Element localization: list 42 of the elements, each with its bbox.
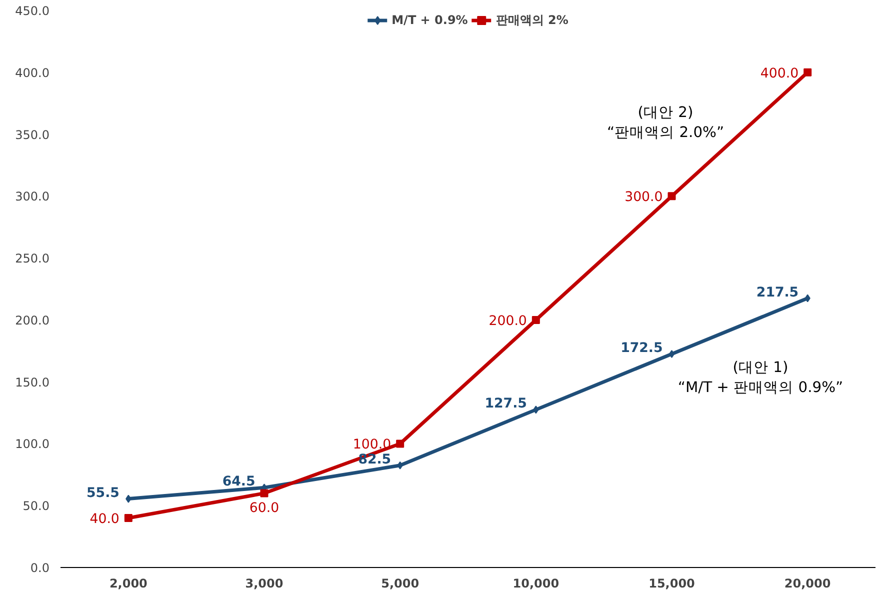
x-tick-label: 20,000 [784, 576, 831, 590]
point [804, 68, 812, 76]
legend-label: M/T + 0.9% [392, 13, 468, 27]
y-tick-label: 450.0 [15, 4, 50, 18]
data-label: 200.0 [488, 314, 527, 329]
data-label: 55.5 [86, 486, 120, 501]
y-tick-label: 200.0 [15, 313, 50, 328]
data-label: 172.5 [620, 340, 663, 356]
point [397, 461, 403, 470]
data-label: 60.0 [249, 501, 280, 516]
x-tick-label: 2,000 [109, 576, 148, 590]
y-tick-label: 350.0 [15, 128, 50, 142]
data-label: 64.5 [222, 474, 256, 490]
point [260, 489, 268, 498]
data-label: 300.0 [624, 190, 663, 206]
point [668, 192, 676, 200]
y-tick-label: 400.0 [15, 66, 50, 80]
data-label: 127.5 [484, 396, 527, 412]
x-tick-label: 5,000 [381, 576, 420, 590]
x-tick-label: 15,000 [648, 576, 695, 590]
point [396, 440, 404, 448]
data-label: 40.0 [90, 512, 120, 527]
annotation: (대안 2) “판매액의 2.0%” [606, 104, 724, 141]
y-tick-label: 250.0 [15, 252, 50, 266]
x-tick-label: 3,000 [245, 576, 284, 590]
y-tick-label: 100.0 [15, 437, 50, 452]
y-tick-label: 300.0 [15, 190, 50, 204]
data-label: 82.5 [358, 452, 392, 468]
legend-label: 판매액의 2% [496, 12, 568, 28]
point [668, 350, 675, 358]
y-tick-label: 150.0 [15, 375, 50, 390]
data-label: 400.0 [760, 66, 799, 82]
point [532, 316, 540, 324]
x-tick-label: 10,000 [512, 576, 560, 590]
point [126, 494, 132, 503]
point [804, 294, 810, 302]
y-tick-label: 50.0 [22, 499, 50, 514]
y-tick-label: 0.0 [30, 561, 50, 575]
annotation: (대안 1) “M/T + 판매액의 0.9%” [678, 359, 844, 396]
point [533, 406, 539, 414]
point [124, 514, 132, 522]
data-label: 217.5 [756, 285, 799, 300]
